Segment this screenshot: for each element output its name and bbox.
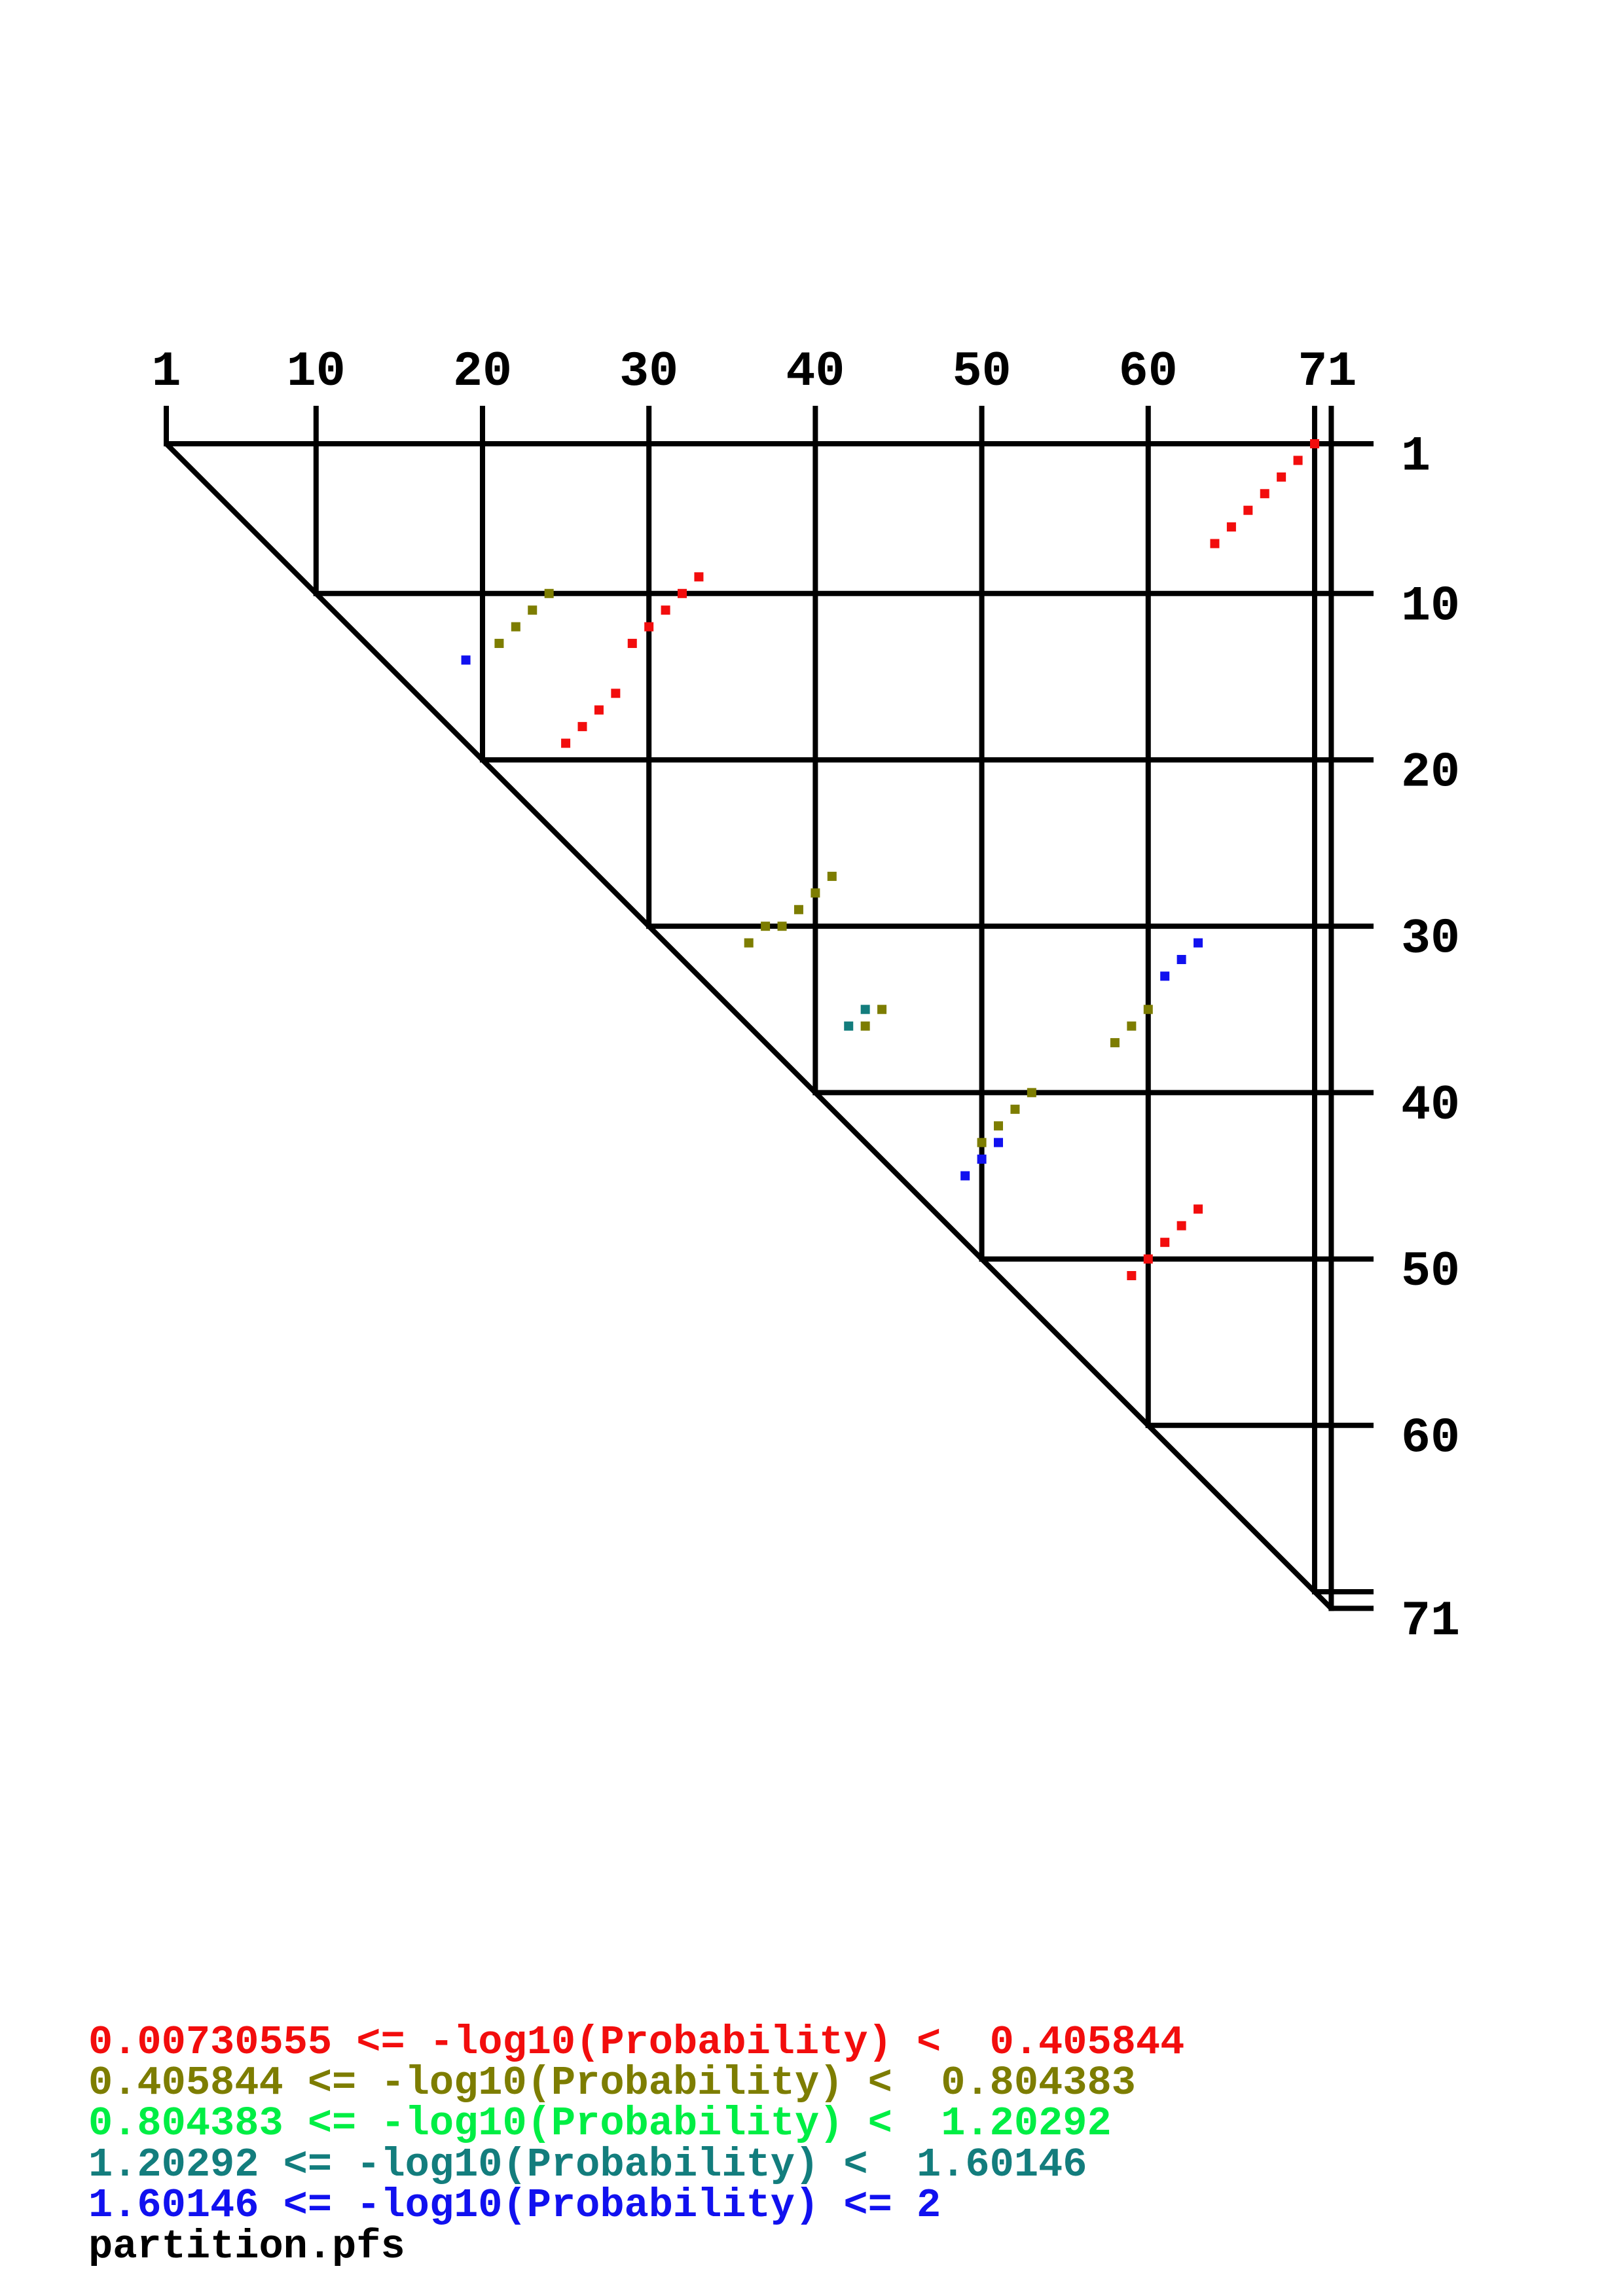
dot-level1-1-70 — [1309, 439, 1319, 448]
dot-level1-18-26 — [577, 722, 587, 732]
x-tick-label-60: 60 — [1119, 344, 1178, 400]
dot-level1-51-59 — [1127, 1271, 1137, 1280]
y-tick-label-30: 30 — [1401, 912, 1460, 967]
dot-level1-2-69 — [1293, 456, 1303, 465]
dot-level1-4-67 — [1260, 489, 1269, 499]
dot-level2-12-22 — [511, 622, 520, 632]
dot-level1-11-31 — [661, 605, 670, 615]
dot-level1-6-65 — [1226, 522, 1236, 532]
dot-level1-48-62 — [1176, 1221, 1186, 1230]
dot-level5-32-62 — [1176, 955, 1186, 965]
dot-level1-7-64 — [1210, 539, 1220, 548]
dot-level1-10-32 — [678, 588, 687, 598]
y-tick-label-1: 1 — [1401, 429, 1431, 485]
dot-level5-44-50 — [977, 1155, 987, 1164]
dot-level2-35-60 — [1143, 1005, 1153, 1014]
dot-level4-36-42 — [844, 1021, 854, 1031]
dot-level2-30-38 — [777, 922, 787, 931]
dot-level1-13-29 — [627, 639, 637, 649]
dot-level1-9-33 — [694, 572, 704, 582]
dot-level2-36-43 — [860, 1021, 870, 1031]
y-tick-label-40: 40 — [1401, 1078, 1460, 1134]
dot-level5-14-19 — [461, 655, 471, 665]
y-tick-label-71: 71 — [1401, 1594, 1460, 1649]
x-tick-label-71: 71 — [1298, 344, 1357, 400]
dot-level2-42-51 — [994, 1121, 1003, 1131]
dot-level1-49-61 — [1160, 1238, 1170, 1247]
dot-level2-31-36 — [744, 938, 754, 948]
dot-level1-3-68 — [1277, 472, 1286, 482]
dot-level1-50-60 — [1143, 1254, 1153, 1264]
dot-level2-10-24 — [544, 588, 554, 598]
dot-level1-16-28 — [611, 689, 621, 698]
dot-level5-33-61 — [1160, 971, 1170, 981]
dot-level1-12-30 — [644, 622, 654, 632]
dot-level2-28-40 — [811, 888, 820, 898]
y-tick-label-60: 60 — [1401, 1410, 1460, 1466]
dot-level2-29-39 — [793, 905, 803, 914]
dot-level1-17-27 — [594, 705, 604, 715]
plot-diagonal — [164, 442, 1334, 1611]
dot-level5-45-49 — [960, 1171, 970, 1181]
dot-level1-19-25 — [561, 738, 571, 748]
dot-level2-37-58 — [1110, 1038, 1120, 1048]
y-tick-label-50: 50 — [1401, 1244, 1460, 1300]
dot-level5-31-63 — [1194, 938, 1203, 948]
dot-level2-13-21 — [494, 639, 504, 649]
dot-level2-27-41 — [827, 871, 837, 881]
dot-level2-43-50 — [977, 1138, 987, 1147]
x-tick-label-20: 20 — [453, 344, 512, 400]
x-tick-label-40: 40 — [786, 344, 845, 400]
y-tick-label-20: 20 — [1401, 745, 1460, 800]
dot-level2-40-53 — [1027, 1088, 1036, 1098]
dot-level1-5-66 — [1243, 505, 1253, 515]
x-tick-label-10: 10 — [287, 344, 346, 400]
dot-level1-47-63 — [1194, 1204, 1203, 1214]
dot-level2-30-37 — [761, 922, 771, 931]
dot-level5-43-51 — [994, 1138, 1003, 1147]
x-tick-label-1: 1 — [151, 344, 181, 400]
x-tick-label-30: 30 — [619, 344, 678, 400]
dot-level2-35-44 — [877, 1005, 887, 1014]
y-tick-label-10: 10 — [1401, 579, 1460, 634]
dot-level2-11-23 — [528, 605, 538, 615]
dot-level2-41-52 — [1010, 1104, 1020, 1114]
dot-level4-35-43 — [860, 1005, 870, 1014]
dot-level2-36-59 — [1127, 1021, 1137, 1031]
x-tick-label-50: 50 — [953, 344, 1012, 400]
